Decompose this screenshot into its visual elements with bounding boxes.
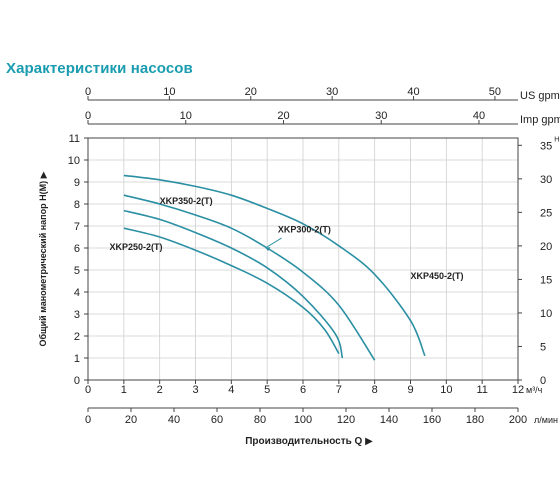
x-tick-label: 3	[192, 384, 198, 396]
series-label: XKP300-2(T)	[278, 225, 331, 235]
y-tick-label: 4	[74, 287, 80, 299]
x-tick-label: 2	[157, 384, 163, 396]
ft-tick-label: 0	[540, 375, 546, 387]
y-tick-label: 1	[74, 353, 80, 365]
lmin-tick-label: 100	[294, 414, 312, 426]
y-tick-label: 7	[74, 221, 80, 233]
y-tick-label: 10	[68, 155, 80, 167]
page-title: Характеристики насосов	[6, 60, 193, 77]
us-gpm-tick-label: 50	[489, 86, 501, 98]
imp-gpm-tick-label: 10	[180, 110, 192, 122]
lmin-tick-label: 0	[85, 414, 91, 426]
series-line-xkp300-2(t)	[123, 209, 344, 359]
lmin-tick-label: 40	[168, 414, 180, 426]
y-tick-label: 11	[69, 133, 80, 145]
chart-grid	[87, 137, 519, 381]
series-pointer-arrow	[265, 237, 282, 249]
y-tick-label: 5	[74, 265, 80, 277]
x-tick-label: 6	[300, 384, 306, 396]
lmin-tick-label: 160	[423, 414, 441, 426]
ft-tick-label: 30	[540, 174, 552, 186]
imp-gpm-tick-label: 30	[375, 110, 387, 122]
us-gpm-tick-label: 30	[326, 86, 338, 98]
chart-series-labels: XKP250-2(T) XKP300-2(T) XKP350-2(T) XKP450-…	[110, 196, 464, 281]
x-tick-label: 12	[512, 384, 524, 396]
x-tick-label: 0	[85, 384, 91, 396]
x-axis-title: Производительность Q ▶	[245, 436, 373, 447]
imp-gpm-tick-label: 0	[85, 110, 91, 122]
ft-tick-label: 5	[540, 341, 546, 353]
series-line-xkp450-2(t)	[123, 174, 426, 357]
series-line-xkp250-2(t)	[123, 227, 340, 355]
y-tick-label: 9	[74, 177, 80, 189]
us-gpm-tick-label: 10	[163, 86, 175, 98]
x-unit-label: м³/ч	[526, 385, 543, 395]
y-tick-label: 3	[74, 309, 80, 321]
lmin-tick-label: 180	[466, 414, 484, 426]
lmin-unit-label: л/мин	[534, 415, 558, 425]
ft-tick-label: 20	[540, 241, 552, 253]
imp-gpm-unit-label: Imp gpm	[520, 114, 560, 126]
ft-tick-label: 35	[540, 140, 552, 152]
x-tick-label: 5	[264, 384, 270, 396]
y-tick-label: 2	[74, 331, 80, 343]
series-label: XKP450-2(T)	[411, 271, 464, 281]
lmin-tick-label: 140	[380, 414, 398, 426]
lmin-tick-label: 120	[337, 414, 355, 426]
ft-tick-label: 15	[540, 274, 552, 286]
series-label: XKP350-2(T)	[160, 196, 213, 206]
us-gpm-unit-label: US gpm	[520, 90, 560, 102]
y-axis-title: Общий манометрический напор H(M) ▶	[38, 171, 48, 346]
x-tick-label: 8	[372, 384, 378, 396]
lmin-tick-label: 60	[211, 414, 223, 426]
series-line-xkp350-2(t)	[123, 194, 376, 361]
series-pointer-arrowhead	[265, 247, 271, 251]
y-tick-label: 6	[74, 243, 80, 255]
us-gpm-tick-label: 20	[245, 86, 257, 98]
lmin-tick-label: 20	[125, 414, 137, 426]
lmin-tick-label: 200	[509, 414, 527, 426]
imp-gpm-tick-label: 40	[473, 110, 485, 122]
chart-series	[123, 174, 426, 361]
x-tick-label: 11	[476, 384, 487, 396]
x-tick-label: 7	[336, 384, 342, 396]
imp-gpm-tick-label: 20	[277, 110, 289, 122]
x-tick-label: 4	[228, 384, 234, 396]
ft-tick-label: 10	[540, 308, 552, 320]
x-tick-label: 9	[407, 384, 413, 396]
y-tick-label: 8	[74, 199, 80, 211]
lmin-tick-label: 80	[254, 414, 266, 426]
us-gpm-tick-label: 40	[407, 86, 419, 98]
series-label: XKP250-2(T)	[110, 242, 163, 252]
x-tick-label: 1	[121, 384, 127, 396]
ft-tick-label: 25	[540, 207, 552, 219]
x-tick-label: 10	[440, 384, 452, 396]
ft-axis-label: H (ft)	[554, 136, 560, 143]
y-tick-label: 0	[74, 375, 80, 387]
us-gpm-tick-label: 0	[85, 86, 91, 98]
